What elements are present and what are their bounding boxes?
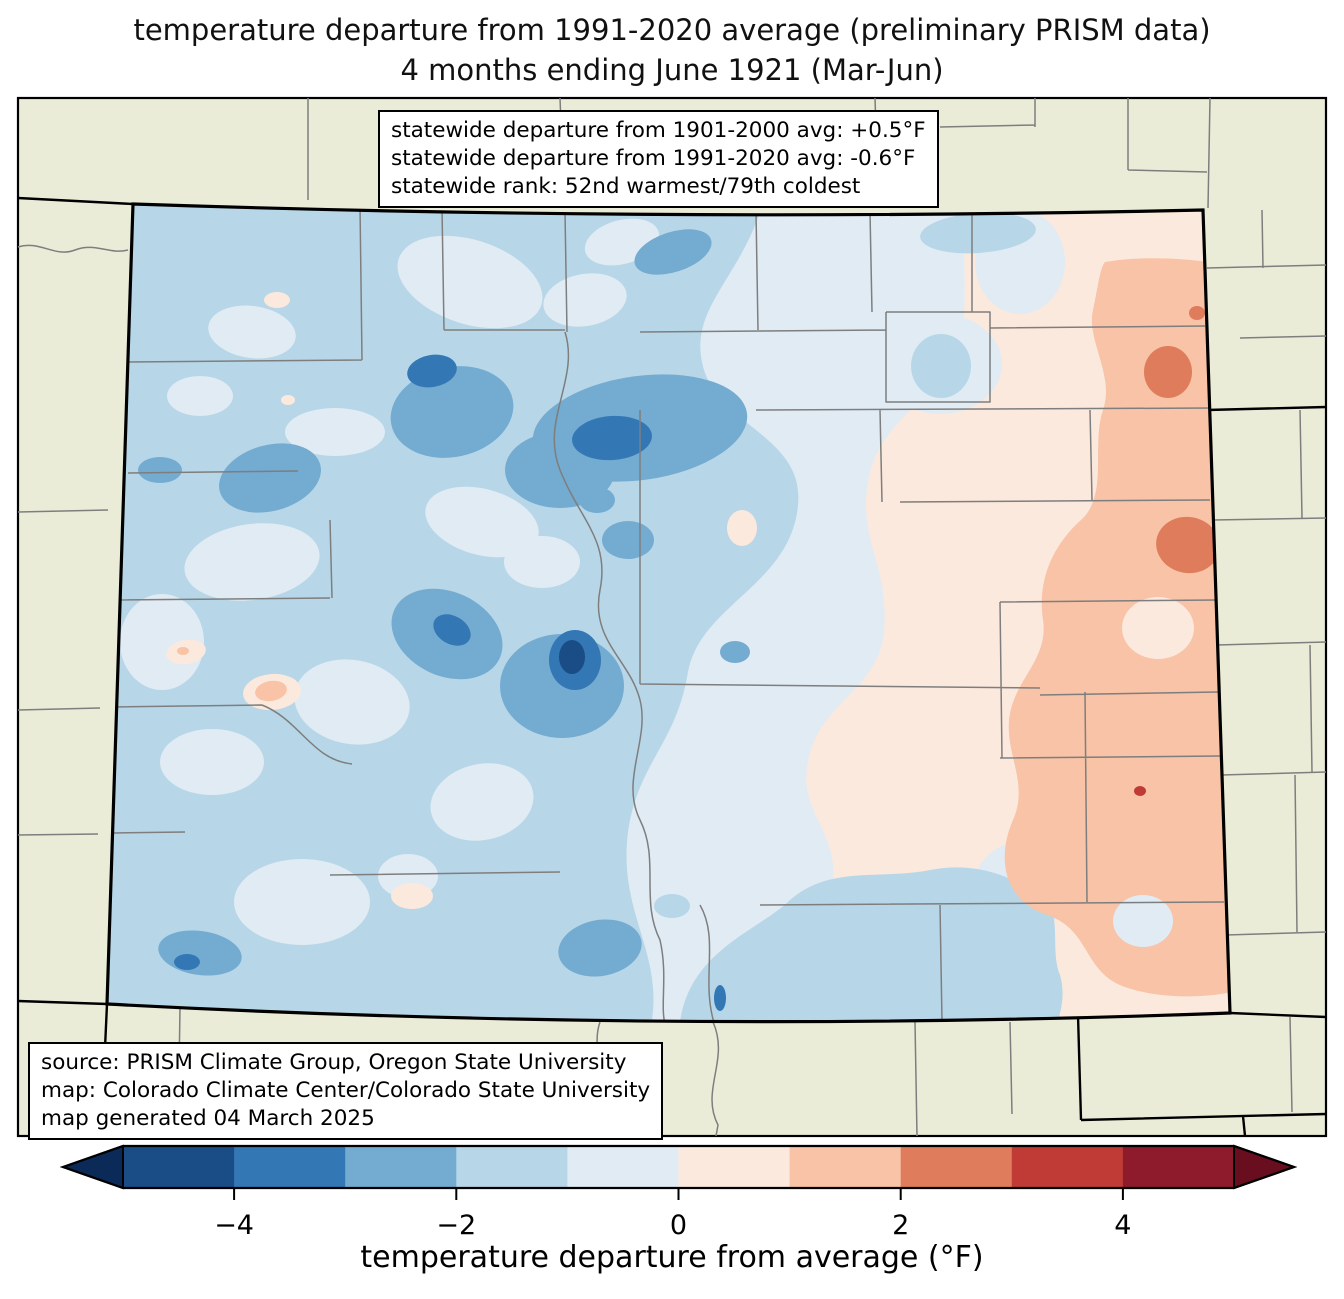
colorbar-segment <box>234 1146 346 1188</box>
colorbar-tick-label: 2 <box>892 1210 909 1241</box>
colorbar-segment <box>123 1146 235 1188</box>
stats-line-1991-2020: statewide departure from 1991-2020 avg: … <box>391 146 916 171</box>
colorbar-segment <box>678 1146 791 1188</box>
colorbar-segment <box>567 1146 679 1188</box>
colorbar-over-arrow <box>1233 1144 1298 1190</box>
stats-line-rank: statewide rank: 52nd warmest/79th coldes… <box>391 174 861 199</box>
colorbar-segment <box>1011 1146 1124 1188</box>
colorbar-segment <box>345 1146 457 1188</box>
map-title: temperature departure from 1991-2020 ave… <box>0 10 1344 90</box>
source-attribution-box: source: PRISM Climate Group, Oregon Stat… <box>28 1042 664 1140</box>
map-title-line2: 4 months ending June 1921 (Mar-Jun) <box>400 53 944 87</box>
colorbar-axis-label: temperature departure from average (°F) <box>360 1240 984 1275</box>
colorbar-segment <box>900 1146 1013 1188</box>
generated-date-line: map generated 04 March 2025 <box>41 1106 375 1131</box>
colorbar-tick-label: −2 <box>436 1210 476 1241</box>
contour-layer <box>107 204 1230 1022</box>
map-credit-line: map: Colorado Climate Center/Colorado St… <box>41 1078 651 1103</box>
colorbar: −4 −2 0 2 4 <box>59 1144 1298 1241</box>
source-line: source: PRISM Climate Group, Oregon Stat… <box>41 1050 627 1075</box>
colorado-county-lines <box>111 205 1225 1022</box>
neighbor-county-lines <box>17 97 1327 1137</box>
statewide-stats-box: statewide departure from 1901-2000 avg: … <box>378 110 939 208</box>
colorbar-tick-label: 0 <box>670 1210 687 1241</box>
colorbar-tick-label: −4 <box>214 1210 254 1241</box>
colorbar-segment <box>1122 1146 1235 1188</box>
colorado-state-border <box>105 202 1232 1024</box>
colorbar-segment <box>789 1146 902 1188</box>
map-title-line1: temperature departure from 1991-2020 ave… <box>133 13 1211 47</box>
colorbar-tick-label: 4 <box>1114 1210 1131 1241</box>
stats-line-1901-2000: statewide departure from 1901-2000 avg: … <box>391 118 926 143</box>
colorbar-segment <box>456 1146 568 1188</box>
colorbar-outline <box>59 1144 1298 1190</box>
colorbar-under-arrow <box>59 1144 124 1190</box>
